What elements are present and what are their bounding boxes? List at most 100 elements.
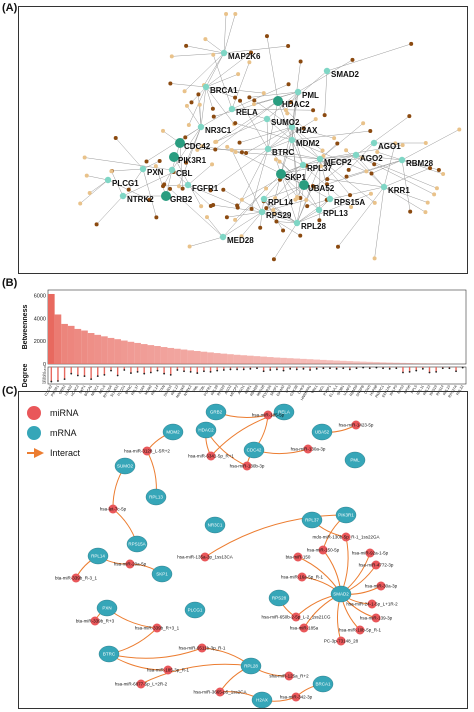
network-node xyxy=(224,215,229,220)
degree-point xyxy=(50,380,53,383)
gene-label: SUMO2 xyxy=(271,118,300,127)
degree-point xyxy=(136,370,139,373)
mrna-label: RPS15A xyxy=(128,542,145,547)
network-edge xyxy=(128,168,144,190)
betweenness-bar xyxy=(81,330,88,364)
degree-point xyxy=(348,368,351,371)
network-edge xyxy=(184,52,225,92)
network-node xyxy=(113,136,118,141)
mrna-node: UBA52 xyxy=(311,423,333,441)
network-node xyxy=(423,210,428,215)
network-edge xyxy=(203,52,225,86)
mrna-label: RPL37 xyxy=(305,518,319,523)
network-edge xyxy=(206,216,224,238)
network-edge xyxy=(267,139,293,150)
network-node xyxy=(313,117,318,122)
category-label: SRSF1 xyxy=(270,385,279,397)
network-edge xyxy=(383,167,431,188)
network-edge xyxy=(302,154,357,166)
degree-point xyxy=(143,372,146,375)
degree-point xyxy=(309,369,311,371)
mirna-label: hsa-miR-6341-5p_R+1 xyxy=(188,454,234,459)
betweenness-bar xyxy=(180,349,188,364)
category-label: RPL23 xyxy=(422,385,431,397)
network-node xyxy=(348,193,353,198)
category-label: NTRK2 xyxy=(183,385,192,397)
network-edge xyxy=(205,86,235,125)
mirna-label: hsa-miR-24-1-5p_L+1R-2 xyxy=(346,602,398,607)
network-edge xyxy=(188,86,207,126)
network-node xyxy=(161,184,166,189)
network-node xyxy=(332,136,337,141)
degree-point xyxy=(176,369,179,371)
category-label: CDC42 xyxy=(44,385,53,397)
mrna-node: NR3C1 xyxy=(204,516,226,534)
mirna-node: hsa-miR-6511b-3p_R-1 xyxy=(179,643,226,653)
network-node xyxy=(320,148,325,153)
betweenness-bar xyxy=(273,357,281,364)
hub-node xyxy=(352,151,360,159)
mirna-node: hsa-miR-24-1-5p_L+1R-2 xyxy=(346,599,398,609)
gene-label: UBA52 xyxy=(308,184,335,193)
mirna-node: mdo-miR-130b-5p_R-1_1ss22GA xyxy=(312,532,380,542)
mrna-label: NR3C1 xyxy=(208,523,223,528)
mirna-label: PC-3p-73148_28 xyxy=(324,639,359,644)
network-edge xyxy=(326,186,385,201)
network-edge xyxy=(171,52,225,57)
degree-point xyxy=(282,369,285,372)
betweenness-bar xyxy=(313,359,321,364)
degree-point xyxy=(435,370,438,373)
betweenness-bar xyxy=(266,357,274,364)
category-label: RBM39 xyxy=(349,384,358,396)
betweenness-bar xyxy=(94,334,102,364)
network-edge xyxy=(170,83,207,88)
mrna-node: SUMO2 xyxy=(114,457,136,475)
mirna-label: sha-miR-125a_R+2 xyxy=(269,674,309,679)
mirna-label: hsa-miR-185a xyxy=(290,626,319,631)
network-node xyxy=(361,121,366,126)
network-node xyxy=(196,92,201,97)
legend-mirna-label: miRNA xyxy=(50,408,79,418)
category-label: CBL xyxy=(199,385,206,393)
degree-point xyxy=(322,367,325,370)
degree-point xyxy=(70,372,73,375)
mrna-node: H2AX xyxy=(251,691,273,709)
network-node xyxy=(94,222,99,227)
mrna-label: RPL14 xyxy=(91,554,105,559)
network-edge xyxy=(205,52,252,88)
network-node xyxy=(318,164,323,169)
degree-point xyxy=(355,367,358,370)
mirna-label: hsa-miR-135a-3p_1ss13CA xyxy=(177,555,233,560)
mrna-node: RELA xyxy=(273,403,295,421)
network-edge xyxy=(401,159,439,171)
network-edge xyxy=(234,173,282,221)
mrna-label: SMAD2 xyxy=(333,592,349,597)
network-edge xyxy=(80,179,109,204)
betweenness-bar xyxy=(293,358,301,364)
network-edge xyxy=(89,179,109,194)
network-node xyxy=(237,140,242,145)
betweenness-bar xyxy=(48,293,55,364)
category-label: FGFR1 xyxy=(203,385,212,397)
network-node xyxy=(298,195,303,200)
mirna-node: hsa-miR-130a-3p xyxy=(291,444,326,454)
network-node xyxy=(183,135,188,140)
degree-point xyxy=(329,367,331,370)
network-node xyxy=(346,167,351,172)
gene-label: RPS15A xyxy=(334,198,365,207)
network-edge xyxy=(187,184,238,206)
gene-label: MAP2K6 xyxy=(228,52,261,61)
degree-point xyxy=(83,375,86,378)
network-node xyxy=(233,95,238,100)
network-edge xyxy=(291,139,321,160)
network-node xyxy=(272,211,277,216)
betweenness-bar xyxy=(134,342,141,364)
network-edge xyxy=(267,126,293,150)
network-node xyxy=(168,186,173,191)
category-label: RPS29 xyxy=(217,385,226,397)
network-node xyxy=(434,186,439,191)
hub-node xyxy=(315,206,323,214)
network-edge xyxy=(254,100,293,128)
